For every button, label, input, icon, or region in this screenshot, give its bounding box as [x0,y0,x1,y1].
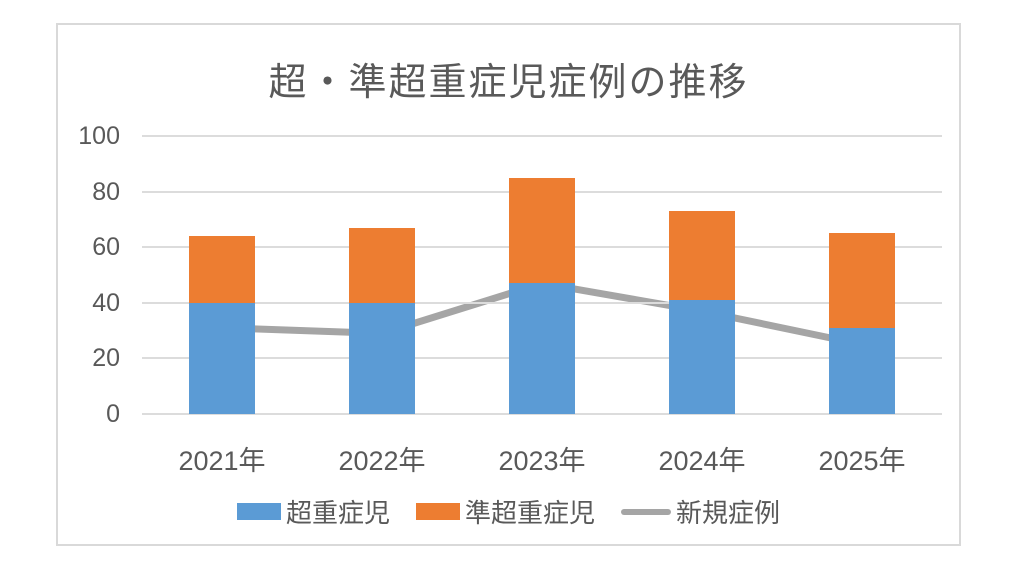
x-tick-label: 2025年 [818,446,906,476]
y-tick-label: 100 [78,122,120,150]
legend-label-super-severe: 超重症児 [285,498,390,528]
x-tick-label: 2021年 [178,446,266,476]
gridline [142,135,942,137]
plot-area [142,135,942,415]
x-axis: 2021年 2022年 2023年 2024年 2025年 [142,439,942,476]
legend: 超重症児 準超重症児 新規症例 [58,493,959,530]
y-tick-label: 20 [92,344,120,373]
x-tick-label: 2024年 [658,446,746,476]
bar-segment-series-0 [829,327,895,414]
bar-segment-series-1 [829,233,895,328]
chart-title: 超・準超重症児症例の推移 [268,62,749,104]
x-tick-label: 2022年 [338,446,426,476]
legend-swatch-semi-super-severe-icon [415,503,460,520]
gridline [142,413,942,415]
legend-item-semi-super-severe: 準超重症児 [415,493,595,530]
y-tick-label: 80 [92,177,120,206]
bar-segment-series-1 [509,177,575,284]
legend-item-super-severe: 超重症児 [236,493,390,530]
chart-frame: 超・準超重症児症例の推移 0 20 40 60 80 100 2021年 2022年 2023… [56,23,961,546]
bar-segment-series-1 [349,227,415,303]
bar-segment-series-0 [189,302,255,414]
legend-swatch-super-severe-icon [236,503,281,520]
legend-line-swatch-new-cases-icon [621,508,671,515]
bar-segment-series-1 [189,236,255,303]
bar-segment-series-0 [509,283,575,414]
legend-label-new-cases: 新規症例 [676,498,781,528]
bar-segment-series-1 [669,211,735,301]
y-tick-label: 60 [92,233,120,262]
bar-segment-series-0 [669,300,735,414]
y-tick-label: 40 [92,288,120,317]
bar-segment-series-0 [349,302,415,414]
x-tick-label: 2023年 [498,446,586,476]
legend-label-semi-super-severe: 準超重症児 [464,498,595,528]
legend-item-new-cases: 新規症例 [621,493,780,530]
y-tick-label: 0 [106,400,120,428]
y-axis: 0 20 40 60 80 100 [58,122,120,428]
